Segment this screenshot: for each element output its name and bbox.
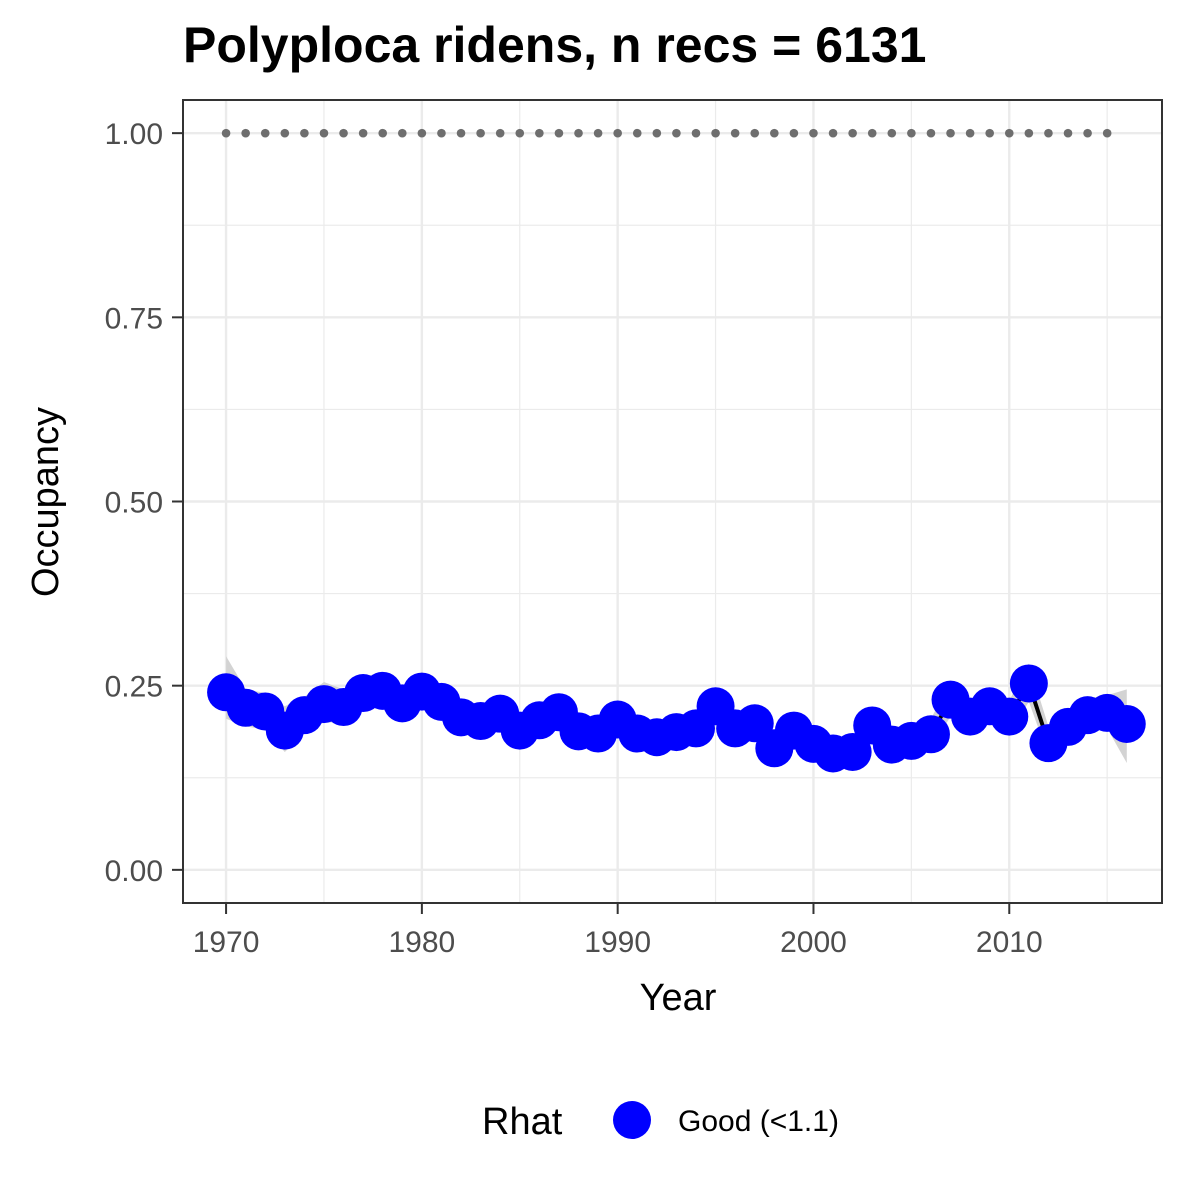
- reference-point: [378, 128, 388, 138]
- data-point: [990, 697, 1029, 736]
- reference-point: [476, 128, 485, 138]
- reference-point: [574, 128, 583, 138]
- reference-point: [1102, 128, 1112, 138]
- y-tick-label: 0.25: [105, 671, 163, 704]
- legend-label: Good (<1.1): [678, 1105, 839, 1138]
- data-point: [1107, 704, 1146, 743]
- reference-point: [867, 128, 877, 138]
- chart-title: Polyploca ridens, n recs = 6131: [183, 17, 926, 73]
- reference-point: [554, 128, 564, 138]
- reference-point: [397, 128, 407, 138]
- reference-point: [260, 128, 270, 138]
- x-tick-label: 1990: [584, 926, 651, 959]
- legend: Rhat Good (<1.1): [482, 1101, 839, 1143]
- reference-point: [417, 128, 427, 138]
- x-axis-title: Year: [640, 977, 717, 1019]
- y-tick-label: 0.50: [105, 487, 163, 520]
- reference-point: [1024, 128, 1034, 138]
- data-points-layer: [207, 664, 1146, 773]
- reference-point: [535, 128, 544, 138]
- reference-point: [848, 128, 857, 138]
- legend-title: Rhat: [482, 1101, 563, 1143]
- reference-line-layer: [221, 128, 1112, 138]
- y-tick-label: 1.00: [105, 118, 163, 151]
- reference-point: [750, 128, 760, 138]
- reference-point: [809, 128, 818, 138]
- reference-point: [593, 128, 603, 138]
- axis-layer: 1970 1980 1990 2000 2010 0.00 0.25 0.50 0.75 1.00: [105, 118, 1043, 959]
- reference-point: [926, 128, 936, 138]
- reference-point: [672, 128, 681, 138]
- grid-layer: [183, 100, 1162, 903]
- reference-point: [907, 128, 916, 138]
- reference-point: [300, 128, 309, 138]
- reference-point: [1083, 128, 1092, 138]
- reference-point: [730, 128, 740, 138]
- y-tick-label: 0.75: [105, 302, 163, 335]
- reference-point: [946, 128, 955, 138]
- reference-point: [789, 128, 799, 138]
- reference-point: [319, 128, 329, 138]
- reference-point: [985, 128, 994, 138]
- reference-point: [613, 128, 622, 138]
- legend-key-marker: [613, 1101, 651, 1139]
- reference-point: [358, 128, 368, 138]
- reference-point: [965, 128, 975, 138]
- x-tick-label: 2000: [780, 926, 847, 959]
- reference-point: [339, 128, 348, 138]
- data-point: [911, 715, 950, 754]
- y-axis-title: Occupancy: [25, 407, 67, 597]
- reference-point: [1004, 128, 1014, 138]
- reference-point: [1044, 128, 1053, 138]
- reference-point: [887, 128, 897, 138]
- reference-point: [221, 128, 231, 138]
- reference-point: [456, 128, 466, 138]
- reference-point: [1063, 128, 1073, 138]
- reference-point: [711, 128, 720, 138]
- reference-point: [632, 128, 642, 138]
- reference-point: [652, 128, 662, 138]
- reference-point: [437, 128, 446, 138]
- reference-point: [770, 128, 779, 138]
- reference-point: [495, 128, 505, 138]
- y-tick-label: 0.00: [105, 855, 163, 888]
- x-tick-label: 1980: [389, 926, 456, 959]
- x-tick-label: 2010: [976, 926, 1043, 959]
- reference-point: [241, 128, 250, 138]
- reference-point: [515, 128, 525, 138]
- data-point: [1009, 664, 1048, 703]
- x-tick-label: 1970: [193, 926, 260, 959]
- data-point: [833, 732, 872, 771]
- reference-point: [828, 128, 838, 138]
- reference-point: [691, 128, 701, 138]
- reference-point: [280, 128, 290, 138]
